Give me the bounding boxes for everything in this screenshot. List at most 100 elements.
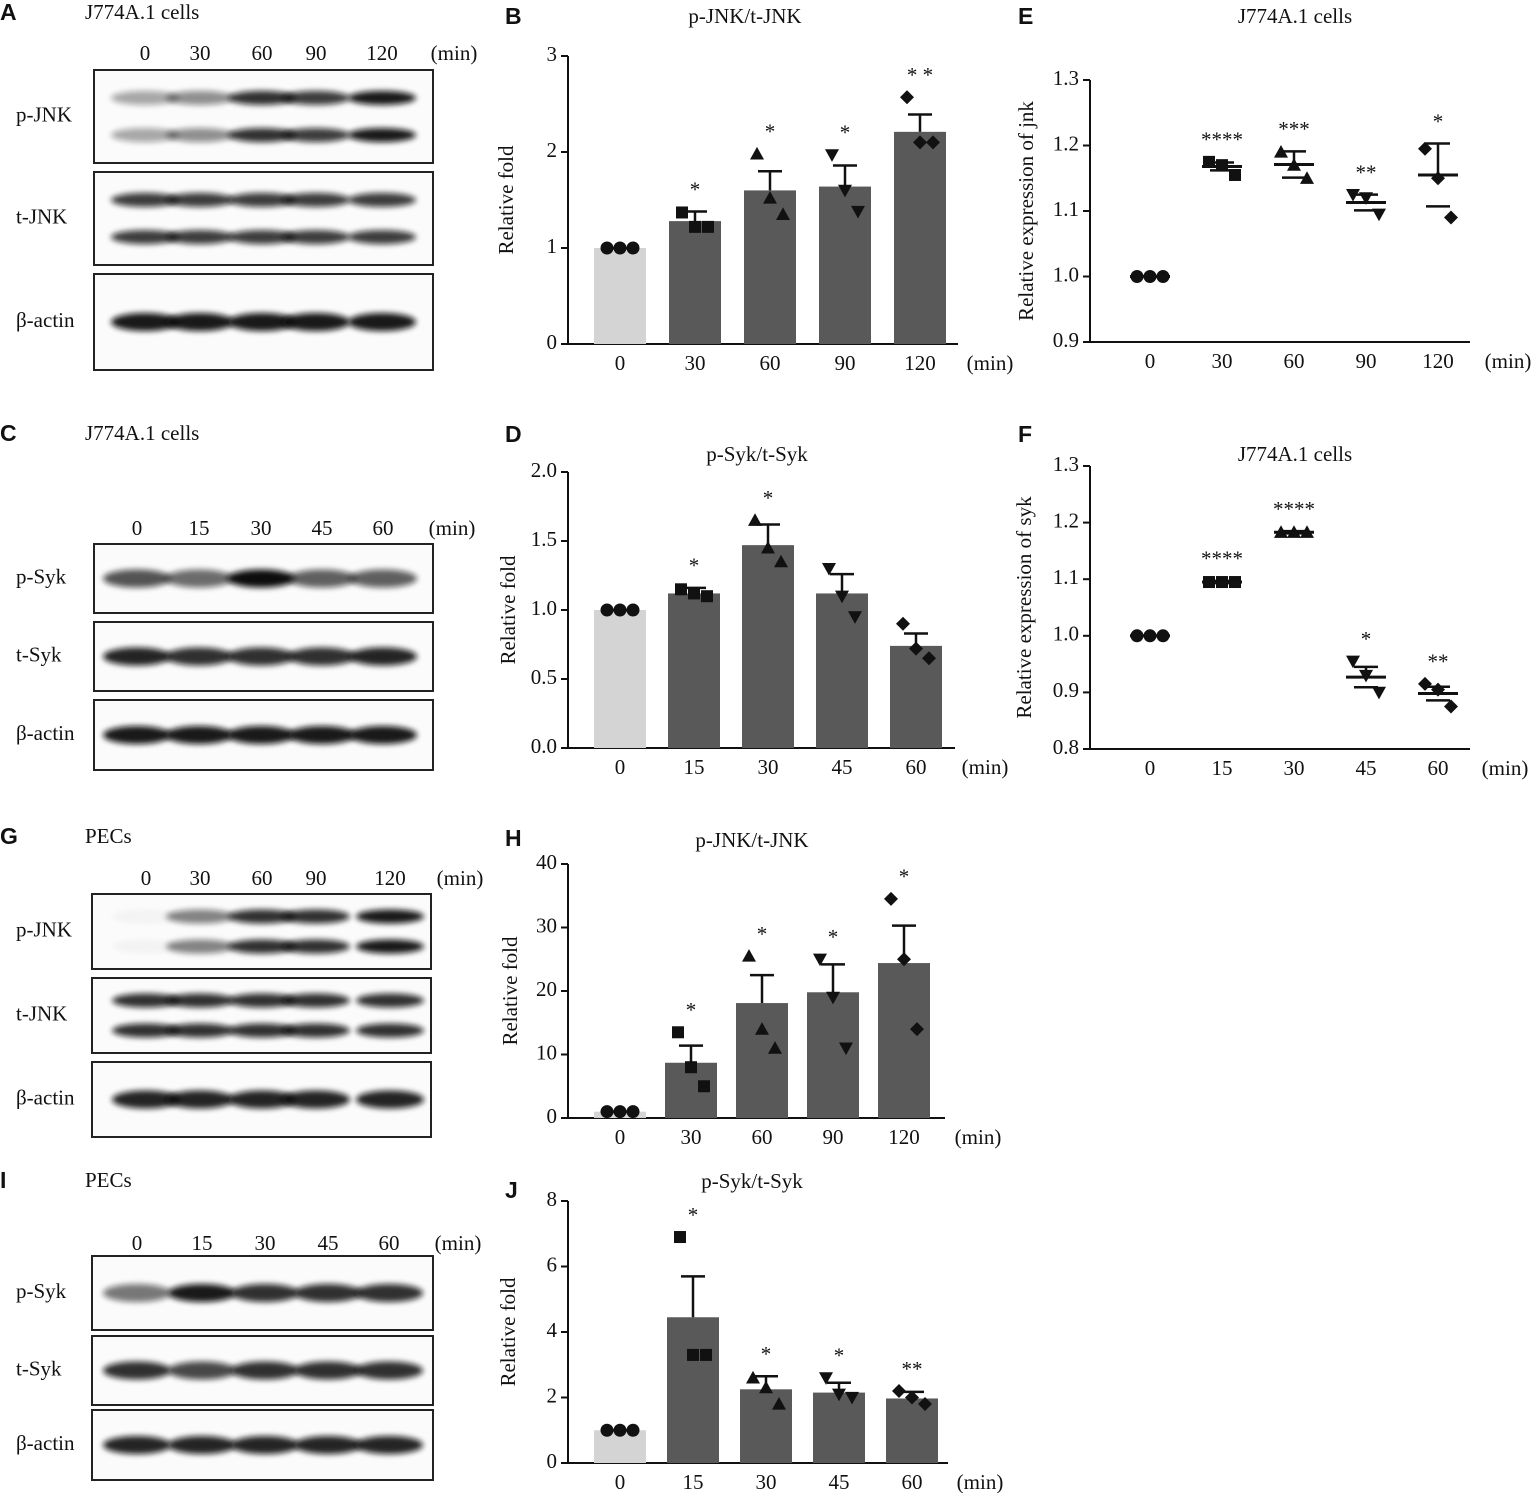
blot-band — [348, 128, 416, 143]
chart-title: p-JNK/t-JNK — [695, 828, 808, 852]
point — [1216, 159, 1228, 172]
x-tick-label: 45 — [829, 1470, 850, 1493]
blot-band — [288, 647, 356, 666]
lane-unit: (min) — [437, 866, 484, 890]
y-tick-label: 0.5 — [531, 665, 557, 689]
x-tick-label: 90 — [1356, 349, 1377, 373]
point — [826, 991, 840, 1005]
significance: ** — [1428, 650, 1449, 674]
lane-label: 0 — [132, 1231, 143, 1255]
blot-row-label: p-JNK — [16, 102, 72, 126]
point — [675, 583, 687, 596]
point — [1274, 525, 1288, 538]
point — [776, 207, 790, 220]
x-tick-label: 120 — [888, 1125, 920, 1149]
point — [1346, 655, 1360, 669]
x-tick-label: 0 — [615, 1470, 626, 1493]
point — [759, 1380, 773, 1394]
point — [913, 135, 927, 150]
significance: **** — [1201, 128, 1243, 152]
x-tick-label: 30 — [1284, 756, 1305, 780]
blot-band — [282, 313, 350, 331]
point — [626, 1423, 640, 1437]
x-unit: (min) — [962, 755, 1009, 779]
point — [755, 1022, 769, 1035]
error-bar — [750, 973, 774, 1004]
bar — [669, 221, 721, 344]
point — [600, 241, 614, 255]
blot-band — [228, 192, 296, 207]
point — [676, 206, 688, 219]
blot-band — [166, 313, 234, 331]
point — [832, 1388, 846, 1402]
blot-title: J774A.1 cells — [85, 421, 199, 445]
bar — [736, 1003, 788, 1118]
point — [748, 513, 762, 526]
lane-label: 120 — [366, 41, 398, 65]
blot-band — [166, 230, 234, 245]
lane-label: 30 — [190, 41, 211, 65]
blot-frame — [91, 893, 432, 970]
point — [1346, 189, 1360, 202]
y-axis-label: Relative fold — [494, 145, 518, 255]
blot-band — [168, 1436, 236, 1454]
blot-band — [166, 909, 234, 924]
y-tick-label: 2.0 — [531, 458, 557, 482]
chart-title: p-Syk/t-Syk — [701, 1169, 803, 1193]
bar — [813, 1392, 865, 1463]
error-bar — [758, 169, 782, 191]
x-tick-label: 30 — [1212, 349, 1233, 373]
point — [700, 1348, 712, 1361]
lane-label: 90 — [306, 866, 327, 890]
point — [1203, 155, 1215, 168]
point — [674, 1231, 686, 1244]
significance: * — [688, 1203, 699, 1227]
error-bar — [830, 572, 854, 594]
panel-label: C — [0, 420, 17, 446]
point — [839, 1042, 853, 1056]
lane-label: 120 — [374, 866, 406, 890]
bar — [878, 963, 930, 1118]
x-unit: (min) — [1482, 756, 1529, 780]
blot-band — [103, 1361, 171, 1380]
y-axis-label: Relative expression of jnk — [1014, 101, 1038, 321]
error-bar — [1426, 142, 1450, 208]
blot-band — [228, 128, 296, 143]
blot-band — [356, 1090, 424, 1109]
blot-band — [111, 90, 179, 105]
blot-row-label: β-actin — [16, 721, 75, 745]
blot-band — [356, 993, 424, 1008]
y-tick-label: 0.8 — [1053, 735, 1079, 759]
y-tick-label: 1.0 — [531, 596, 557, 620]
blot-band — [282, 192, 350, 207]
y-tick-label: 0.0 — [531, 734, 557, 758]
blot-band — [294, 1361, 362, 1380]
significance: * — [757, 922, 768, 946]
blot-row-label: p-Syk — [16, 564, 67, 588]
blot-frame — [93, 171, 434, 266]
error-bar — [679, 1044, 703, 1063]
x-tick-label: 30 — [685, 351, 706, 375]
y-axis-label: Relative fold — [496, 1277, 520, 1387]
blot-band — [228, 1023, 296, 1038]
point — [1156, 270, 1170, 283]
x-unit: (min) — [967, 351, 1014, 375]
blot-band — [112, 1023, 180, 1038]
point — [1359, 192, 1373, 205]
significance: **** — [1201, 547, 1243, 571]
y-tick-label: 4 — [547, 1318, 558, 1342]
point — [613, 603, 627, 617]
x-tick-label: 0 — [1145, 756, 1156, 780]
blot-band — [228, 939, 296, 954]
lane-label: 45 — [312, 516, 333, 540]
panel-label: H — [505, 825, 522, 851]
x-tick-label: 60 — [906, 755, 927, 779]
bar — [886, 1398, 938, 1463]
x-tick-label: 30 — [681, 1125, 702, 1149]
significance: * — [690, 177, 701, 201]
point — [772, 1397, 786, 1410]
blot-band — [282, 1090, 350, 1109]
blot-band — [166, 1090, 234, 1109]
panel-label: J — [505, 1177, 518, 1203]
blot-band — [349, 726, 417, 744]
